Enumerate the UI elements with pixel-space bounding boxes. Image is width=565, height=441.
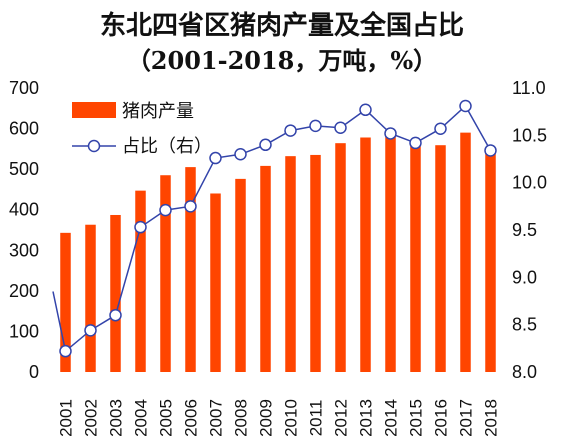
x-tick-label: 2012 (332, 399, 351, 437)
bar (360, 137, 371, 372)
line-point (384, 127, 397, 140)
line-point (309, 119, 322, 133)
chart-title: 东北四省区猪肉产量及全国占比 (100, 10, 464, 41)
x-axis: 2001 2002 2003 2004 2005 2006 2007 2008 2009 2010… (57, 399, 501, 437)
bar (310, 154, 321, 372)
right-tick-label: 8.0 (512, 362, 537, 382)
line-point (84, 324, 97, 337)
x-tick-label: 2009 (257, 399, 276, 437)
x-tick-label: 2003 (107, 399, 126, 437)
bar (460, 132, 471, 372)
right-tick-label: 10.5 (512, 125, 547, 145)
left-tick-label: 0 (29, 362, 39, 382)
x-tick-label: 2008 (232, 399, 251, 437)
bar (335, 143, 346, 372)
bar (110, 214, 121, 372)
left-tick-label: 500 (9, 159, 39, 179)
line-point (334, 121, 347, 135)
bar (210, 193, 221, 372)
bar (410, 141, 421, 372)
line-point (234, 148, 247, 161)
bar (135, 190, 146, 372)
x-tick-label: 2016 (432, 399, 451, 437)
line-point (434, 122, 447, 135)
x-tick-label: 2017 (457, 399, 476, 437)
line-series (52, 99, 497, 358)
chart-subtitle: （2001-2018，万吨，%） (127, 46, 437, 75)
line-point (259, 138, 272, 152)
line-point (159, 203, 172, 217)
x-tick-label: 2014 (382, 399, 401, 437)
left-tick-label: 700 (9, 78, 39, 98)
x-tick-label: 2011 (307, 400, 326, 437)
bar (60, 232, 71, 372)
bar (260, 165, 271, 372)
line-point (409, 136, 422, 150)
right-tick-label: 8.5 (512, 315, 537, 335)
right-axis: 8.0 8.5 9.0 9.5 10.0 10.5 11.0 (512, 78, 547, 382)
line-point (359, 103, 372, 117)
legend-label-bar: 猪肉产量 (122, 101, 194, 122)
line-point (209, 151, 222, 165)
line-point (184, 200, 197, 213)
bar (160, 175, 171, 372)
left-tick-label: 100 (9, 321, 39, 341)
right-tick-label: 10.0 (512, 173, 547, 193)
bar (235, 178, 246, 372)
left-tick-label: 600 (9, 119, 39, 139)
legend-label-line: 占比（右） (122, 136, 212, 157)
x-tick-label: 2002 (82, 399, 101, 437)
right-tick-label: 9.0 (512, 267, 537, 287)
bar (385, 132, 396, 372)
bar-series (60, 132, 496, 372)
line-point (109, 308, 122, 322)
left-tick-label: 300 (9, 240, 39, 260)
line-point (484, 144, 497, 157)
x-tick-label: 2004 (132, 399, 151, 437)
x-tick-label: 2010 (282, 399, 301, 437)
x-tick-label: 2006 (182, 399, 201, 437)
legend-swatch-bar (72, 102, 116, 118)
x-tick-label: 2018 (482, 399, 501, 437)
bar (85, 224, 96, 372)
line-point (134, 220, 147, 234)
bar (435, 145, 446, 372)
line-point (284, 124, 297, 137)
x-tick-label: 2001 (57, 399, 76, 437)
left-axis: 0 100 200 300 400 500 600 700 (9, 78, 39, 382)
line-point (459, 99, 472, 113)
line-point (59, 344, 72, 358)
bar (185, 167, 196, 372)
right-tick-label: 11.0 (512, 78, 546, 98)
x-tick-label: 2007 (207, 399, 226, 437)
legend: 猪肉产量 占比（右） (72, 101, 212, 157)
left-tick-label: 400 (9, 200, 39, 220)
x-tick-label: 2015 (407, 399, 426, 437)
bar (485, 149, 496, 372)
bar (285, 156, 296, 372)
right-tick-label: 9.5 (512, 220, 537, 240)
legend-swatch-marker (87, 139, 101, 153)
x-tick-label: 2005 (157, 399, 176, 437)
x-tick-label: 2013 (357, 399, 376, 437)
left-tick-label: 200 (9, 281, 39, 301)
